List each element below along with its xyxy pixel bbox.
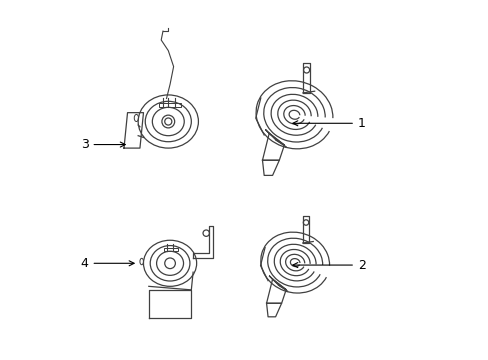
Text: 3: 3 [81,138,125,151]
Text: 4: 4 [81,257,134,270]
Text: 2: 2 [292,258,365,271]
Text: 1: 1 [292,117,365,130]
